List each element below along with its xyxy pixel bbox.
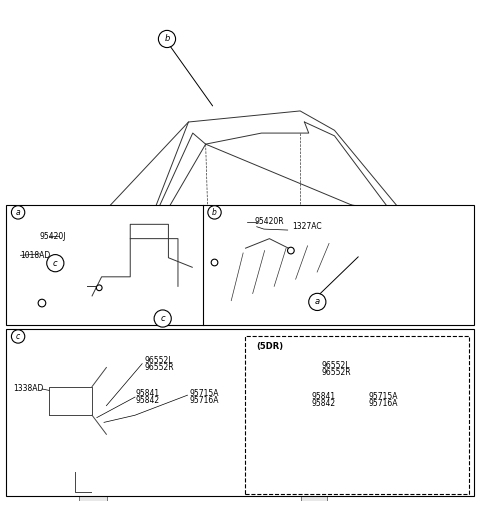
FancyBboxPatch shape	[6, 205, 474, 324]
Text: 96552R: 96552R	[321, 368, 351, 377]
FancyBboxPatch shape	[51, 423, 109, 475]
Circle shape	[28, 386, 37, 396]
Text: 96552L: 96552L	[321, 361, 349, 370]
Circle shape	[154, 310, 171, 327]
FancyBboxPatch shape	[301, 487, 327, 506]
Text: c: c	[53, 259, 58, 268]
Polygon shape	[154, 285, 176, 298]
FancyBboxPatch shape	[276, 426, 328, 475]
Text: 1338AD: 1338AD	[13, 384, 44, 393]
Circle shape	[309, 293, 326, 310]
Circle shape	[12, 330, 25, 343]
Text: 1018AD: 1018AD	[21, 251, 51, 260]
FancyBboxPatch shape	[79, 488, 108, 509]
Text: 95716A: 95716A	[190, 396, 219, 405]
FancyBboxPatch shape	[245, 337, 469, 494]
Text: 95841: 95841	[312, 392, 336, 401]
FancyBboxPatch shape	[47, 270, 99, 303]
Text: 95841: 95841	[135, 389, 159, 398]
Text: a: a	[16, 208, 21, 217]
Circle shape	[208, 206, 221, 219]
Text: 95420R: 95420R	[254, 217, 284, 226]
Text: b: b	[164, 35, 169, 44]
Text: (5DR): (5DR)	[257, 342, 284, 351]
Circle shape	[284, 398, 289, 402]
Text: 95716A: 95716A	[369, 399, 398, 408]
Circle shape	[25, 389, 30, 394]
Circle shape	[61, 391, 66, 396]
Circle shape	[289, 400, 298, 409]
Circle shape	[38, 299, 46, 307]
Circle shape	[96, 285, 102, 291]
Circle shape	[158, 30, 176, 48]
Text: 95715A: 95715A	[190, 389, 219, 398]
Text: 96552L: 96552L	[144, 356, 173, 365]
Text: 1327AC: 1327AC	[292, 222, 322, 231]
Text: 95420J: 95420J	[39, 232, 66, 241]
Text: b: b	[212, 208, 217, 217]
Text: c: c	[160, 314, 165, 323]
Text: 95842: 95842	[135, 396, 159, 405]
FancyBboxPatch shape	[61, 434, 99, 463]
Text: 96552R: 96552R	[144, 363, 174, 372]
Text: c: c	[16, 332, 20, 341]
FancyBboxPatch shape	[284, 437, 320, 464]
Circle shape	[12, 206, 25, 219]
Circle shape	[47, 255, 64, 272]
FancyBboxPatch shape	[216, 238, 247, 259]
Text: a: a	[315, 298, 320, 307]
Text: 95842: 95842	[312, 399, 336, 408]
FancyBboxPatch shape	[6, 329, 474, 496]
Text: 95715A: 95715A	[369, 392, 398, 401]
Circle shape	[211, 259, 218, 266]
Circle shape	[288, 247, 294, 254]
Circle shape	[66, 394, 75, 403]
